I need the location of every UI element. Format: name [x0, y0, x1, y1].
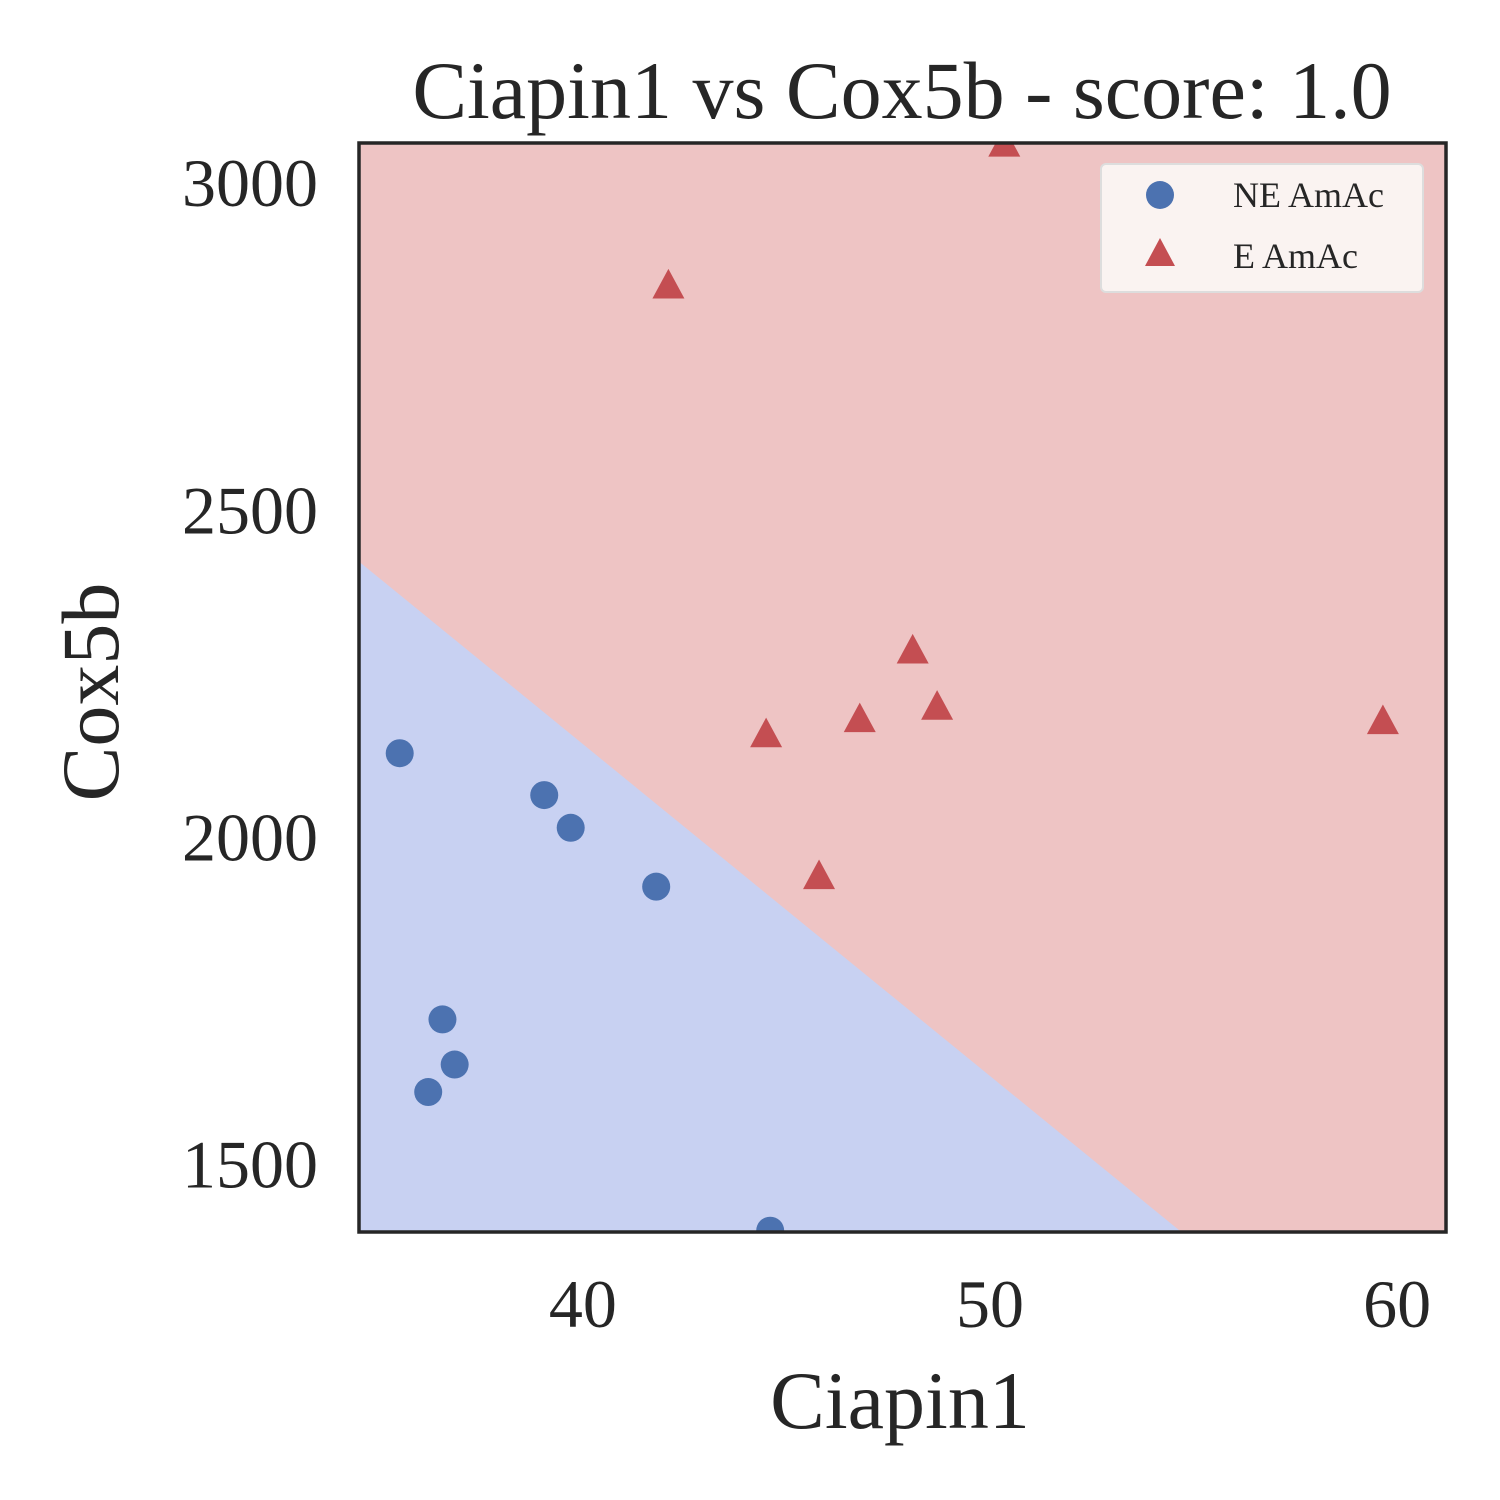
- x-axis-label: Ciapin1: [770, 1355, 1030, 1446]
- e-amac-point: [1366, 704, 1399, 735]
- ne-amac-point: [440, 1050, 469, 1079]
- y-axis-ticks: 1500 2000 2500 3000: [182, 145, 318, 1202]
- y-axis-label: Cox5b: [45, 583, 136, 802]
- region-ne-amac: [359, 561, 1182, 1232]
- x-tick-label: 40: [549, 1266, 617, 1342]
- legend-marker-e-amac: [1145, 238, 1175, 266]
- y-tick-label: 2000: [182, 799, 318, 875]
- ne-amac-point: [385, 739, 414, 768]
- e-amac-point: [921, 690, 954, 720]
- x-tick-label: 60: [1363, 1266, 1431, 1342]
- legend-label-e-amac: E AmAc: [1233, 236, 1358, 276]
- x-tick-label: 50: [956, 1266, 1024, 1342]
- y-tick-label: 2500: [182, 472, 318, 548]
- data-markers: [385, 143, 1399, 1232]
- legend-label-ne-amac: NE AmAc: [1233, 175, 1384, 215]
- e-amac-point: [750, 717, 783, 748]
- plot-frame: [357, 141, 1448, 1234]
- ne-amac-point: [642, 872, 671, 901]
- e-amac-point: [652, 268, 685, 299]
- legend-marker-ne-amac: [1146, 181, 1174, 209]
- x-axis-ticks: 40 50 60: [549, 1266, 1431, 1342]
- plot-area: [359, 143, 1446, 1232]
- y-tick-label: 3000: [182, 145, 318, 221]
- chart-title: Ciapin1 vs Cox5b - score: 1.0: [412, 45, 1391, 136]
- ne-amac-point: [556, 813, 585, 842]
- ne-amac-point: [428, 1005, 457, 1034]
- ne-amac-point: [414, 1078, 443, 1107]
- e-amac-point: [896, 633, 929, 664]
- ne-amac-point: [530, 781, 559, 810]
- ne-amac-point: [756, 1216, 785, 1232]
- y-tick-label: 1500: [182, 1126, 318, 1202]
- e-amac-point: [988, 143, 1021, 157]
- legend-box: [1100, 163, 1424, 293]
- legend: NE AmAc E AmAc: [1100, 163, 1424, 293]
- e-amac-point: [843, 702, 876, 733]
- e-amac-point: [803, 859, 836, 890]
